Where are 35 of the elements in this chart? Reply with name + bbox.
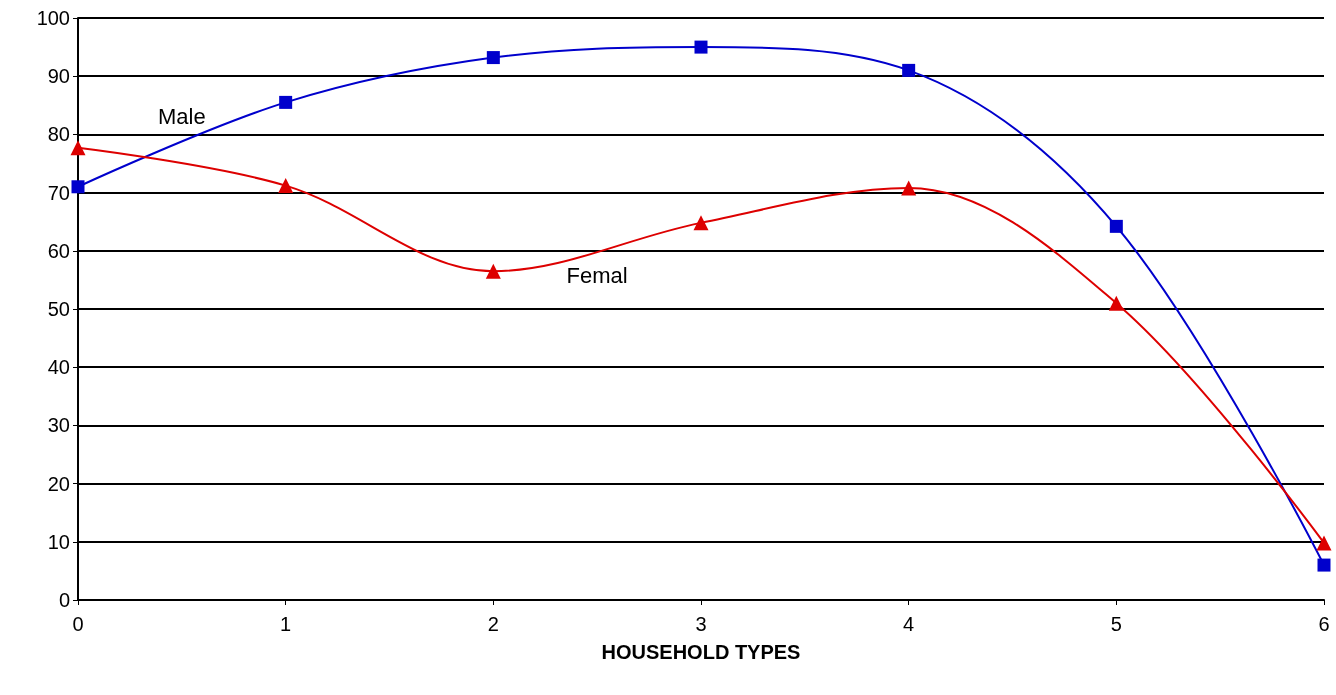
series-label: Male (157, 104, 206, 130)
point (1108, 295, 1124, 311)
y-tick-label: 90 (47, 65, 70, 88)
x-tick-label: 5 (1110, 613, 1122, 635)
y-tick-label: 10 (47, 530, 70, 553)
y-tick-label: 60 (47, 239, 70, 262)
point (70, 140, 86, 156)
x-axis-title: HOUSEHOLD TYPES (601, 641, 801, 663)
point (279, 95, 293, 109)
series-label: Femal (566, 262, 628, 288)
point (278, 178, 294, 194)
y-tick-label: 0 (58, 589, 70, 611)
x-tick-label: 3 (695, 613, 707, 635)
point (693, 215, 709, 231)
point (1317, 558, 1331, 572)
x-tick-label: 0 (72, 613, 84, 635)
point (902, 63, 916, 77)
y-tick-label: 100 (36, 7, 70, 29)
y-tick-label: 80 (47, 123, 70, 146)
point (1109, 219, 1123, 233)
y-tick-label: 40 (47, 356, 70, 379)
x-tick-label: 2 (487, 613, 499, 635)
x-tick-label: 1 (280, 613, 292, 635)
y-tick-label: 70 (47, 181, 70, 204)
point (485, 263, 501, 279)
x-tick-label: 6 (1318, 613, 1330, 635)
point (694, 40, 708, 54)
y-tick-label: 30 (47, 414, 70, 437)
y-tick-label: 50 (47, 298, 70, 320)
point (71, 180, 85, 194)
x-tick-label: 4 (903, 613, 915, 635)
point (1316, 535, 1332, 551)
point (901, 180, 917, 196)
point (486, 51, 500, 65)
y-tick-label: 20 (47, 472, 70, 495)
